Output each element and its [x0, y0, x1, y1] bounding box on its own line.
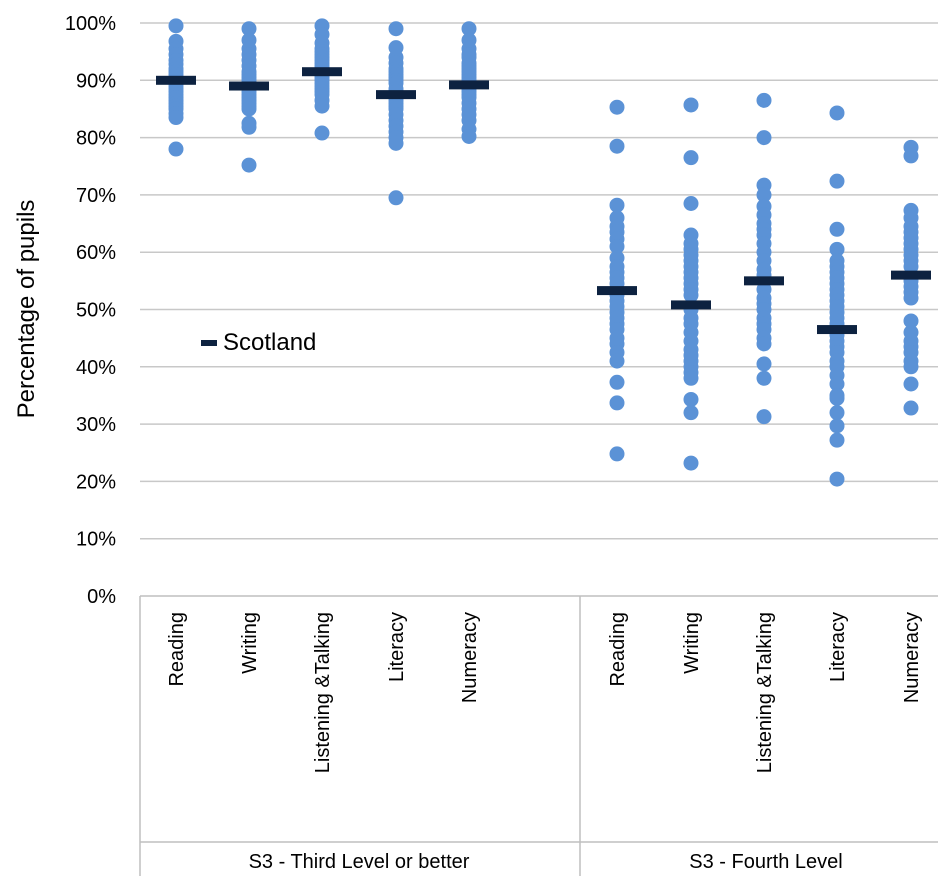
scotland-marker	[376, 90, 416, 100]
data-point	[683, 287, 699, 303]
category-label: Numeracy	[459, 612, 481, 703]
data-point	[683, 391, 699, 407]
category-label: Literacy	[827, 612, 849, 682]
scotland-markers	[156, 67, 931, 335]
data-point	[903, 376, 919, 392]
data-point	[829, 105, 845, 121]
data-point	[609, 99, 625, 115]
data-point	[461, 128, 477, 144]
data-point	[903, 148, 919, 164]
data-point	[829, 173, 845, 189]
data-point	[756, 336, 772, 352]
data-point	[903, 359, 919, 375]
category-label: Reading	[607, 612, 629, 687]
scotland-marker	[817, 325, 857, 335]
data-point	[609, 197, 625, 213]
data-point	[168, 18, 184, 34]
data-point	[829, 376, 845, 392]
legend: Scotland	[201, 329, 316, 356]
y-tick-label: 40%	[76, 357, 116, 379]
category-label: Reading	[166, 612, 188, 687]
data-point	[609, 446, 625, 462]
y-tick-label: 70%	[76, 185, 116, 207]
data-point	[829, 405, 845, 421]
group-labels: S3 - Third Level or better S3 - Fourth Le…	[249, 851, 843, 873]
data-point	[683, 195, 699, 211]
data-point	[903, 313, 919, 329]
scotland-marker	[229, 81, 269, 91]
category-label: Writing	[681, 612, 703, 674]
data-point	[314, 125, 330, 141]
data-point	[609, 138, 625, 154]
axis-lines	[139, 595, 938, 876]
y-tick-label: 90%	[76, 70, 116, 92]
category-labels: Reading Writing Listening &Talking Literacy…	[166, 612, 923, 773]
data-point	[683, 97, 699, 113]
data-point	[241, 119, 257, 135]
group-label: S3 - Third Level or better	[249, 851, 470, 873]
y-tick-label: 10%	[76, 529, 116, 551]
data-point	[461, 21, 477, 37]
data-point	[241, 101, 257, 117]
scotland-marker	[671, 300, 711, 310]
scotland-marker	[597, 286, 637, 296]
data-points	[168, 18, 919, 487]
legend-scotland-label: Scotland	[223, 329, 316, 356]
scotland-marker	[744, 276, 784, 286]
data-point	[314, 98, 330, 114]
category-label: Listening &Talking	[312, 612, 334, 773]
data-point	[609, 238, 625, 254]
legend-scotland-marker	[201, 340, 217, 346]
data-point	[756, 409, 772, 425]
data-point	[683, 405, 699, 421]
data-point	[756, 92, 772, 108]
data-point	[903, 290, 919, 306]
scotland-marker	[302, 67, 342, 77]
data-point	[388, 21, 404, 37]
data-point	[683, 150, 699, 166]
y-axis-title: Percentage of pupils	[13, 200, 40, 419]
y-tick-label: 0%	[87, 586, 116, 608]
data-point	[609, 374, 625, 390]
y-tick-label: 50%	[76, 300, 116, 322]
data-point	[903, 259, 919, 275]
data-point	[903, 400, 919, 416]
scotland-marker	[449, 80, 489, 90]
data-point	[168, 141, 184, 157]
category-label: Literacy	[386, 612, 408, 682]
data-point	[829, 471, 845, 487]
data-point	[388, 190, 404, 206]
y-axis-tick-labels: 0% 10% 20% 30% 40% 50% 60% 70% 80% 90% 100%	[65, 13, 116, 608]
data-point	[609, 353, 625, 369]
data-point	[829, 241, 845, 257]
group-label: S3 - Fourth Level	[689, 851, 842, 873]
data-point	[829, 390, 845, 406]
data-point	[756, 187, 772, 203]
data-point	[829, 432, 845, 448]
data-point	[756, 356, 772, 372]
y-tick-label: 20%	[76, 471, 116, 493]
category-label: Listening &Talking	[754, 612, 776, 773]
data-point	[241, 157, 257, 173]
gridlines	[140, 22, 938, 540]
data-point	[756, 370, 772, 386]
y-tick-label: 100%	[65, 13, 116, 35]
data-point	[683, 370, 699, 386]
data-point	[756, 130, 772, 146]
data-point	[388, 135, 404, 151]
y-tick-label: 80%	[76, 128, 116, 150]
data-point	[829, 418, 845, 434]
scotland-marker	[891, 270, 931, 280]
data-point	[241, 21, 257, 37]
category-label: Numeracy	[901, 612, 923, 703]
data-point	[683, 455, 699, 471]
data-point	[829, 221, 845, 237]
category-label: Writing	[239, 612, 261, 674]
data-point	[609, 395, 625, 411]
y-tick-label: 30%	[76, 414, 116, 436]
scotland-marker	[156, 75, 196, 85]
y-tick-label: 60%	[76, 242, 116, 264]
data-point	[168, 110, 184, 126]
